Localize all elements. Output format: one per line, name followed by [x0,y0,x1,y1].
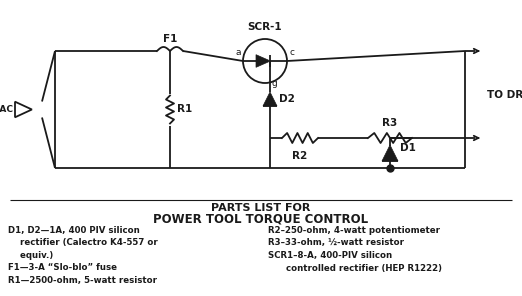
Text: D1: D1 [400,143,416,153]
Text: R1: R1 [177,104,192,115]
Polygon shape [263,92,277,106]
Text: c: c [289,48,294,57]
Text: a: a [235,48,241,57]
Text: R2–250-ohm, 4-watt potentiometer
R3–33-ohm, ½-watt resistor
SCR1–8-A, 400-PIV si: R2–250-ohm, 4-watt potentiometer R3–33-o… [268,226,442,273]
Polygon shape [256,55,270,67]
Polygon shape [382,145,398,161]
Text: SCR-1: SCR-1 [247,22,282,32]
Text: F1: F1 [163,34,177,44]
Text: R3: R3 [383,118,398,128]
Text: PARTS LIST FOR: PARTS LIST FOR [211,203,311,213]
Text: D2: D2 [279,94,295,104]
Text: R2: R2 [292,151,307,161]
Text: D1, D2—1A, 400 PIV silicon
    rectifier (Calectro K4-557 or
    equiv.)
F1—3-A : D1, D2—1A, 400 PIV silicon rectifier (Ca… [8,226,158,285]
Text: POWER TOOL TORQUE CONTROL: POWER TOOL TORQUE CONTROL [153,213,369,226]
Text: 117 VAC: 117 VAC [0,105,13,114]
Text: g: g [272,79,278,88]
Text: TO DRILL: TO DRILL [487,89,522,99]
